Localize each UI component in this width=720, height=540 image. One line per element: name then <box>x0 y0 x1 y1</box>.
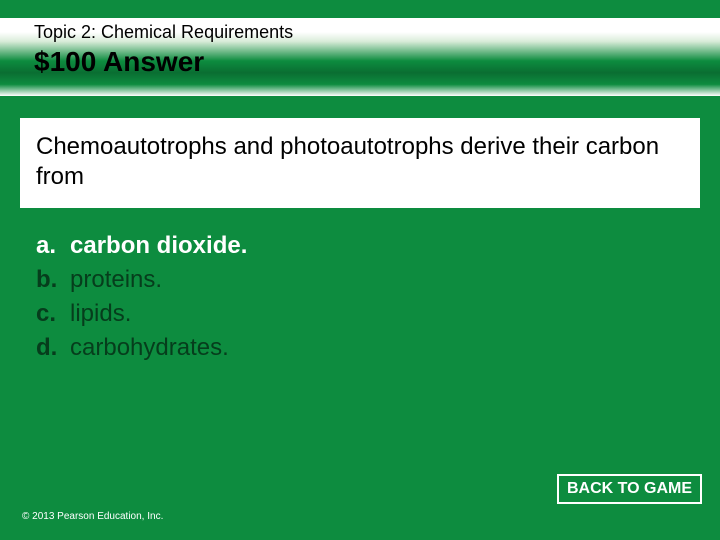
copyright-text: © 2013 Pearson Education, Inc. <box>22 511 163 522</box>
option-letter: a. <box>36 232 70 260</box>
option-a: a. carbon dioxide. <box>36 232 684 260</box>
question-box: Chemoautotrophs and photoautotrophs deri… <box>20 118 700 208</box>
options-list: a. carbon dioxide. b. proteins. c. lipid… <box>36 232 684 368</box>
question-text: Chemoautotrophs and photoautotrophs deri… <box>36 132 684 192</box>
option-text: carbon dioxide. <box>70 232 247 260</box>
value-answer-label: $100 Answer <box>34 46 204 78</box>
option-b: b. proteins. <box>36 266 684 294</box>
slide: Topic 2: Chemical Requirements $100 Answ… <box>0 0 720 540</box>
back-to-game-button[interactable]: BACK TO GAME <box>557 474 702 504</box>
option-letter: c. <box>36 300 70 328</box>
option-d: d. carbohydrates. <box>36 334 684 362</box>
option-letter: d. <box>36 334 70 362</box>
option-c: c. lipids. <box>36 300 684 328</box>
option-letter: b. <box>36 266 70 294</box>
option-text: lipids. <box>70 300 131 328</box>
option-text: carbohydrates. <box>70 334 229 362</box>
topic-label: Topic 2: Chemical Requirements <box>34 22 293 43</box>
option-text: proteins. <box>70 266 162 294</box>
